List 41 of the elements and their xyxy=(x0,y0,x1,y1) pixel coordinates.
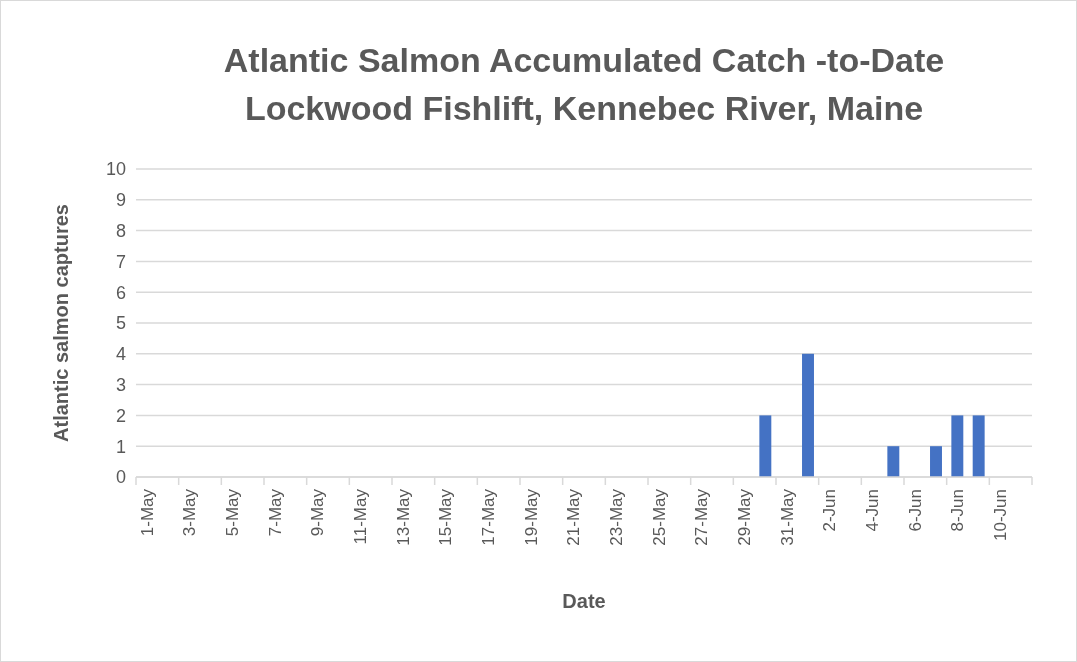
x-tick-label: 6-Jun xyxy=(905,489,925,532)
x-tick-label: 17-May xyxy=(479,488,498,546)
x-tick-label: 15-May xyxy=(436,488,456,546)
bar xyxy=(930,446,942,477)
y-tick-label: 10 xyxy=(105,159,126,180)
x-tick-label: 21-May xyxy=(564,488,584,546)
y-axis-title: Atlantic salmon captures xyxy=(50,204,72,442)
bar xyxy=(951,415,964,477)
x-tick-label: 29-May xyxy=(735,488,754,546)
y-tick-label: 4 xyxy=(115,344,126,365)
y-tick-label: 6 xyxy=(115,282,126,303)
y-tick-label: 1 xyxy=(115,436,126,457)
x-tick-label: 7-May xyxy=(265,488,285,537)
y-tick-label: 2 xyxy=(115,405,126,426)
bar xyxy=(887,446,900,477)
bar xyxy=(759,415,772,477)
chart-title: Atlantic Salmon Accumulated Catch -to-Date Lockwood Fishlift, Kennebec River, Maine xyxy=(223,41,945,127)
x-tick-label: 31-May xyxy=(777,488,797,546)
y-tick-label: 8 xyxy=(115,220,126,241)
y-tick-label: 9 xyxy=(115,190,126,211)
x-tick-label: 3-May xyxy=(180,488,200,537)
y-tick-label: 7 xyxy=(115,251,126,272)
x-tick-label: 10-Jun xyxy=(991,489,1010,541)
x-tick-label: 27-May xyxy=(692,488,712,546)
x-tick-label: 1-May xyxy=(137,488,157,537)
bar xyxy=(972,415,985,477)
y-tick-label: 0 xyxy=(115,467,126,488)
x-tick-label: 9-May xyxy=(308,488,328,537)
x-axis-title: Date xyxy=(562,590,606,612)
x-tick-label: 8-Jun xyxy=(948,489,968,532)
x-tick-label: 2-Jun xyxy=(820,489,840,532)
x-tick-label: 11-May xyxy=(351,488,370,545)
x-tick-label: 4-Jun xyxy=(863,489,882,532)
y-tick-label: 3 xyxy=(115,374,126,395)
x-tick-label: 5-May xyxy=(223,488,242,537)
x-tick-label: 25-May xyxy=(649,488,669,546)
bar xyxy=(802,353,814,477)
x-tick-label: 19-May xyxy=(521,488,541,546)
x-tick-label: 23-May xyxy=(607,488,626,546)
y-tick-label: 5 xyxy=(115,313,126,334)
x-tick-label: 13-May xyxy=(393,488,413,546)
